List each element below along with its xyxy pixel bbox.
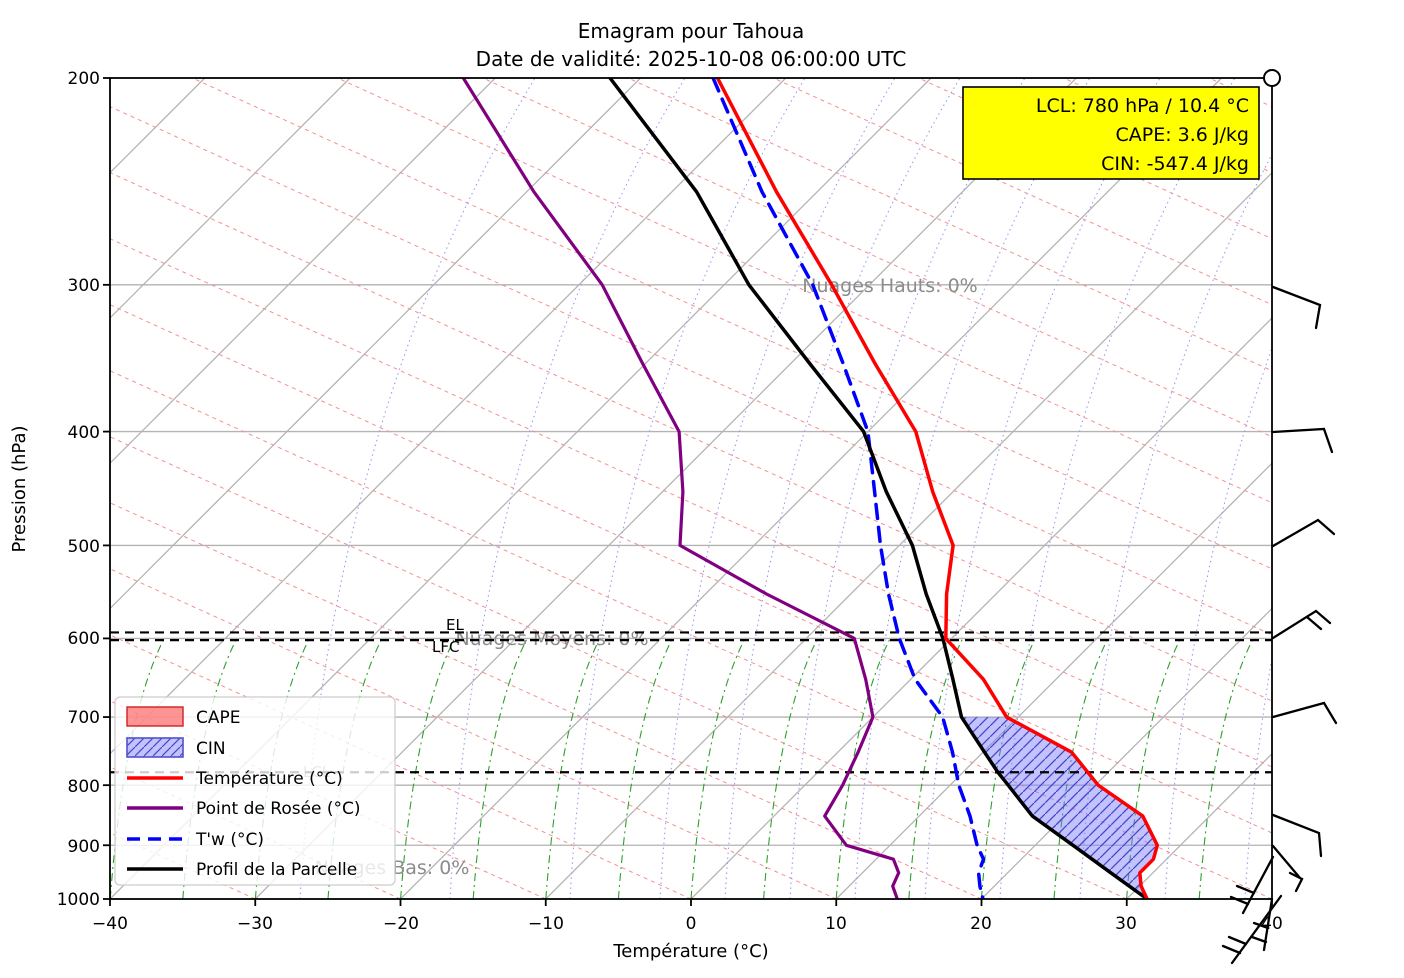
wind-barb-600-icon xyxy=(1271,609,1332,640)
wind-barb-900-icon xyxy=(1271,844,1304,893)
tick-900: 900 xyxy=(68,837,100,857)
tick-300: 300 xyxy=(68,276,100,296)
x-axis-label: Température (°C) xyxy=(612,941,768,962)
tick-20: 20 xyxy=(970,914,992,934)
nuages-moyens-label: Nuages Moyens: 0% xyxy=(455,628,648,650)
legend-label-parcel: Profil de la Parcelle xyxy=(196,860,357,880)
wind-barb-850-icon xyxy=(1271,813,1323,858)
legend-label-cape: CAPE xyxy=(196,708,241,728)
level-lines xyxy=(110,631,1272,774)
tick-400: 400 xyxy=(68,423,100,443)
nuages-hauts-label: Nuages Hauts: 0% xyxy=(802,275,978,297)
wind-barbs xyxy=(1221,69,1338,965)
calm-wind-circle-icon xyxy=(1263,69,1281,87)
wind-barb-950-icon xyxy=(1250,897,1274,952)
info-cin: CIN: -547.4 J/kg xyxy=(1101,153,1249,175)
tick-700: 700 xyxy=(68,708,100,728)
chart-subtitle: Date de validité: 2025-10-08 06:00:00 UT… xyxy=(476,47,907,71)
legend-swatch-cape xyxy=(126,706,184,727)
wind-barb-925-icon xyxy=(1229,855,1275,915)
tick-600: 600 xyxy=(68,629,100,649)
cin-shaded-area xyxy=(961,717,1158,899)
legend-swatch-cin xyxy=(126,737,184,758)
tick-0: 0 xyxy=(686,914,697,934)
legend-label-cin: CIN xyxy=(196,739,226,759)
info-lcl: LCL: 780 hPa / 10.4 °C xyxy=(1036,95,1249,117)
wind-barb-300-icon xyxy=(1271,285,1322,330)
wind-barb-400-icon xyxy=(1271,427,1334,454)
sounding-curves xyxy=(461,78,1160,899)
wind-barb-700-icon xyxy=(1271,701,1338,725)
legend-box xyxy=(114,696,396,886)
tick-10: 10 xyxy=(825,914,847,934)
tick-1000: 1000 xyxy=(57,890,100,910)
tick-800: 800 xyxy=(68,777,100,797)
legend: CAPE CIN Température (°C) Point de Rosée… xyxy=(114,696,396,886)
tick-m40: −40 xyxy=(92,914,128,934)
info-box-background xyxy=(962,86,1260,180)
wind-barb-975-icon xyxy=(1221,894,1283,965)
tick-500: 500 xyxy=(68,537,100,557)
tick-30: 30 xyxy=(1115,914,1137,934)
level-labels: EL LFC xyxy=(432,616,464,656)
tick-200: 200 xyxy=(68,69,100,89)
grid-mixing-ratio-lines xyxy=(299,78,1272,899)
axis-tick-marks xyxy=(103,77,1273,906)
tick-m30: −30 xyxy=(237,914,273,934)
chart-title: Emagram pour Tahoua xyxy=(578,19,805,43)
y-axis-label: Pression (hPa) xyxy=(9,425,30,552)
legend-label-dewpoint: Point de Rosée (°C) xyxy=(196,799,361,819)
wind-barb-500-icon xyxy=(1271,518,1336,548)
el-label: EL xyxy=(446,616,464,634)
y-axis-tick-labels: 200 300 400 500 600 700 800 900 1000 xyxy=(57,69,100,910)
thermo-info-box: LCL: 780 hPa / 10.4 °C CAPE: 3.6 J/kg CI… xyxy=(962,86,1260,180)
tick-m10: −10 xyxy=(528,914,564,934)
info-cape: CAPE: 3.6 J/kg xyxy=(1116,124,1250,146)
legend-label-temperature: Température (°C) xyxy=(195,769,343,789)
tick-m20: −20 xyxy=(383,914,419,934)
x-axis-tick-labels: −40 −30 −20 −10 0 10 20 30 40 xyxy=(92,914,1283,934)
lfc-label: LFC xyxy=(432,638,459,656)
legend-label-wetbulb: T'w (°C) xyxy=(195,830,264,850)
